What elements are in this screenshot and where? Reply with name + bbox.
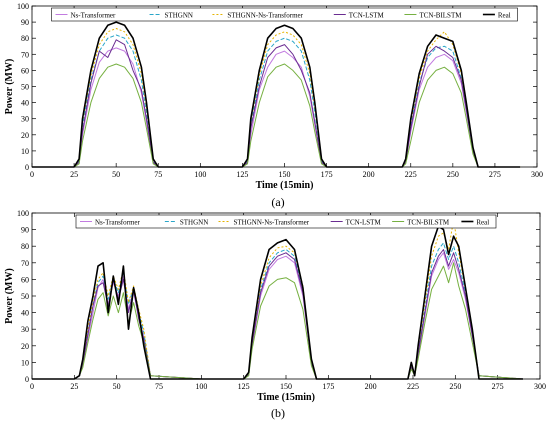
x-tick-label: 25	[70, 170, 78, 179]
y-tick-label: 80	[21, 34, 29, 43]
x-tick-label: 225	[405, 170, 417, 179]
y-tick-label: 30	[21, 115, 29, 124]
x-tick-label: 225	[407, 382, 419, 391]
y-tick-label: 20	[21, 342, 29, 351]
x-tick-label: 300	[531, 170, 543, 179]
plot-frame	[31, 212, 541, 380]
y-tick-label: 0	[25, 375, 29, 384]
legend-label: TCN-BILSTM	[407, 218, 450, 226]
x-tick-label: 150	[280, 382, 292, 391]
legend-label: STHGNN-Ns-Transformer	[227, 11, 303, 19]
x-tick-label: 275	[492, 382, 504, 391]
series-line-tcn-bilstm	[32, 262, 524, 380]
x-tick-label: 50	[113, 382, 121, 391]
legend-label: TCN-LSTM	[349, 11, 385, 19]
series-line-tcn-lstm	[32, 249, 524, 380]
y-tick-label: 20	[21, 131, 29, 140]
x-tick-label: 75	[154, 170, 162, 179]
legend-box	[75, 214, 497, 229]
x-tick-label: 100	[194, 170, 206, 179]
legend-label: TCN-BILSTM	[419, 11, 462, 19]
plot-frame	[31, 5, 538, 168]
x-tick-label: 200	[365, 382, 377, 391]
series-line-real	[32, 225, 524, 380]
x-tick-label: 25	[70, 382, 78, 391]
y-tick-label: 40	[21, 99, 29, 108]
x-tick-label: 275	[489, 170, 501, 179]
legend-label: STHGNN	[165, 11, 193, 19]
y-tick-label: 90	[21, 226, 29, 235]
series-line-ns-transformer	[32, 252, 524, 380]
x-tick-label: 175	[322, 382, 334, 391]
y-tick-label: 60	[21, 275, 29, 284]
y-axis-label: Power (MW)	[4, 268, 15, 324]
y-axis-label: Power (MW)	[4, 59, 15, 115]
panel-b-caption: (b)	[271, 406, 285, 420]
x-tick-label: 100	[195, 382, 207, 391]
y-tick-label: 10	[21, 358, 29, 367]
chart-panel-a: 0 10 20 30 40 50 60 70 80 90 100 0 25 50 75 100 125 150 17…	[4, 2, 543, 191]
y-tick-label: 50	[21, 83, 29, 92]
y-tick-label: 70	[21, 259, 29, 268]
legend-label: STHGNN-Ns-Transformer	[234, 218, 310, 226]
y-tick-label: 50	[21, 292, 29, 301]
legend-box	[51, 7, 518, 22]
x-tick-label: 175	[321, 170, 333, 179]
y-tick-label: 10	[21, 147, 29, 156]
legend-label: STHGNN	[180, 218, 208, 226]
y-tick-label: 90	[21, 18, 29, 27]
x-tick-label: 125	[238, 382, 250, 391]
x-tick-label: 125	[236, 170, 248, 179]
series-line-real	[32, 21, 521, 168]
y-tick-label: 70	[21, 50, 29, 59]
x-tick-label: 50	[112, 170, 120, 179]
series-line-tcn-lstm	[32, 39, 521, 168]
panel-a-caption: (a)	[271, 195, 284, 209]
legend-label: Ns-Transformer	[95, 218, 141, 226]
y-tick-label: 80	[21, 242, 29, 251]
y-tick-label: 60	[21, 66, 29, 75]
x-tick-label: 0	[30, 170, 34, 179]
x-axis-label: Time (15min)	[256, 180, 314, 191]
y-tick-label: 0	[25, 163, 29, 172]
legend-label: TCN-LSTM	[346, 218, 382, 226]
y-tick-label: 100	[17, 2, 29, 11]
x-tick-label: 75	[155, 382, 163, 391]
x-tick-label: 0	[30, 382, 34, 391]
legend-label: Real	[498, 11, 511, 19]
chart-panel-b: 0 10 20 30 40 50 60 70 80 90 100 0 25 50 75 100 125 150 17…	[4, 209, 546, 403]
legend-label: Real	[476, 218, 489, 226]
x-tick-label: 300	[534, 382, 546, 391]
x-tick-label: 250	[449, 382, 461, 391]
y-tick-label: 40	[21, 309, 29, 318]
y-tick-label: 30	[21, 325, 29, 334]
series-line-ns-transformer	[32, 47, 521, 168]
x-tick-label: 150	[279, 170, 291, 179]
series-line-tcn-bilstm	[32, 63, 521, 168]
series-line-sthgnn-ns-transformer	[32, 219, 524, 380]
x-tick-label: 200	[363, 170, 375, 179]
legend-label: Ns-Transformer	[71, 11, 117, 19]
x-tick-label: 250	[447, 170, 459, 179]
series-line-sthgnn-ns-transformer	[32, 28, 521, 168]
y-tick-label: 100	[17, 209, 29, 218]
x-axis-label: Time (15min)	[257, 392, 315, 403]
